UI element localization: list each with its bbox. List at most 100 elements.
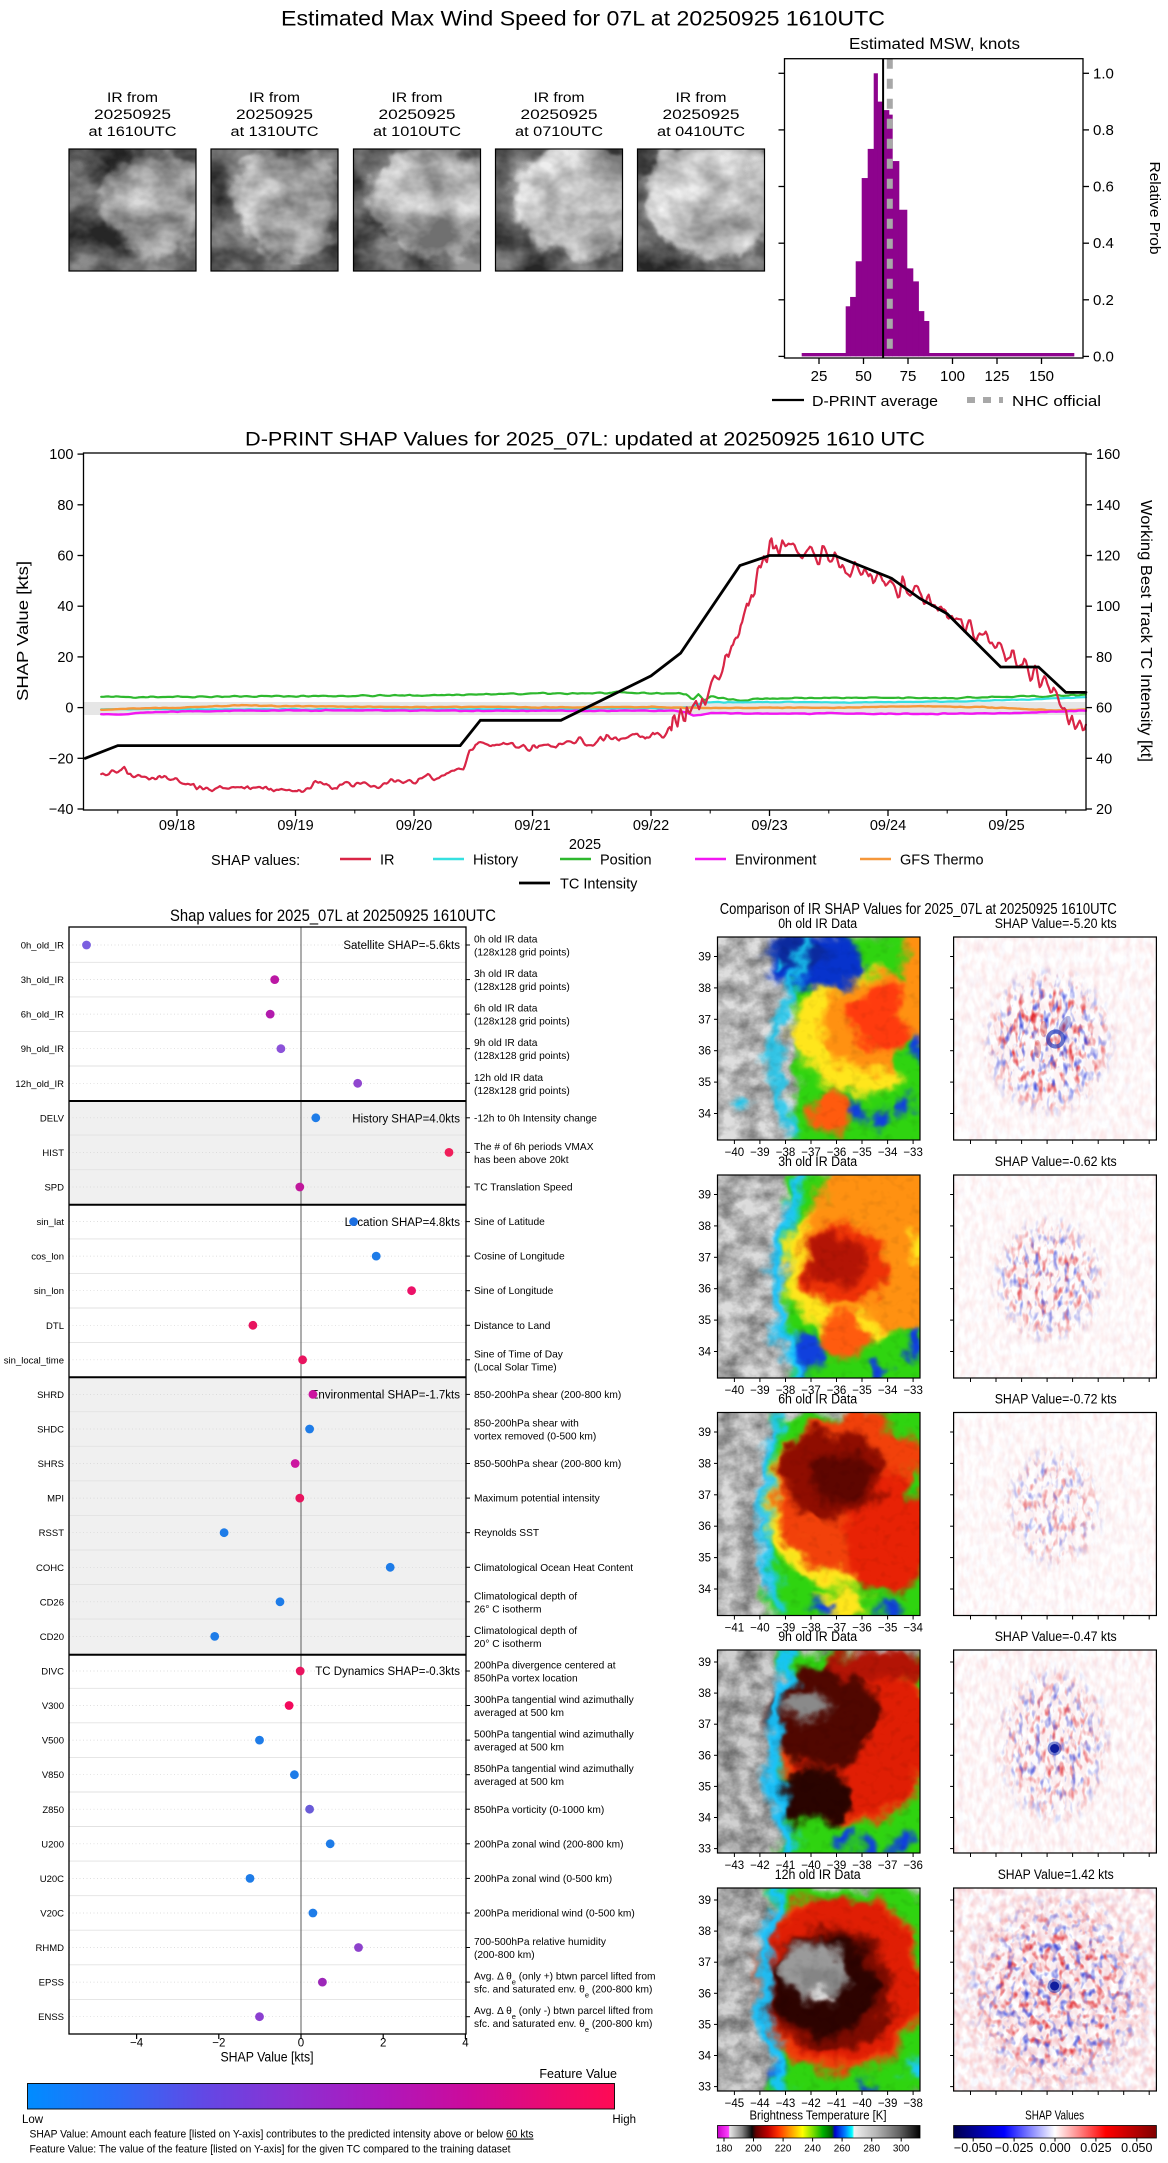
- svg-text:38: 38: [698, 1221, 711, 1233]
- svg-text:Low: Low: [22, 2114, 44, 2126]
- svg-text:Sine of Time of Day: Sine of Time of Day: [474, 1349, 564, 1360]
- svg-text:−38: −38: [852, 1860, 872, 1872]
- svg-text:850hPa vortex location: 850hPa vortex location: [474, 1674, 578, 1685]
- svg-text:35: 35: [698, 1553, 711, 1565]
- svg-text:SHAP Values: SHAP Values: [1025, 2108, 1084, 2123]
- svg-text:Environment: Environment: [735, 853, 816, 869]
- svg-text:09/20: 09/20: [396, 818, 432, 834]
- svg-text:−34: −34: [903, 1623, 923, 1635]
- svg-text:26° C isotherm: 26° C isotherm: [474, 1604, 542, 1615]
- svg-text:Shap values for 2025_07L at 20: Shap values for 2025_07L at 20250925 161…: [170, 906, 496, 925]
- svg-text:Estimated Max Wind Speed for 0: Estimated Max Wind Speed for 07L at 2025…: [281, 7, 885, 31]
- svg-text:6h old IR data: 6h old IR data: [474, 1004, 538, 1015]
- svg-text:−0.050: −0.050: [954, 2141, 993, 2155]
- svg-text:Location SHAP=4.8kts: Location SHAP=4.8kts: [345, 1217, 461, 1229]
- svg-text:220: 220: [775, 2144, 792, 2155]
- svg-text:0.0: 0.0: [1093, 348, 1114, 365]
- svg-text:−38: −38: [776, 1385, 796, 1397]
- svg-text:IR from: IR from: [107, 90, 158, 105]
- svg-text:GFS Thermo: GFS Thermo: [900, 853, 984, 869]
- svg-text:850hPa tangential wind azimuth: 850hPa tangential wind azimuthally: [474, 1764, 635, 1775]
- svg-text:0h old IR data: 0h old IR data: [474, 935, 538, 946]
- svg-text:200hPa zonal wind (200-800 km): 200hPa zonal wind (200-800 km): [474, 1839, 624, 1850]
- svg-text:(128x128 grid points): (128x128 grid points): [474, 1017, 570, 1028]
- svg-text:−40: −40: [750, 1623, 770, 1635]
- svg-text:−38: −38: [776, 1147, 796, 1159]
- svg-text:sin_lon: sin_lon: [34, 1286, 64, 1297]
- svg-text:60: 60: [57, 549, 73, 565]
- svg-text:60: 60: [1096, 701, 1112, 717]
- svg-text:−43: −43: [776, 2098, 796, 2110]
- svg-text:−37: −37: [801, 1385, 821, 1397]
- svg-text:CD20: CD20: [40, 1632, 64, 1643]
- svg-text:20: 20: [1096, 802, 1112, 818]
- svg-text:SHAP values:: SHAP values:: [211, 853, 300, 869]
- svg-text:at 0710UTC: at 0710UTC: [515, 124, 603, 139]
- svg-text:has been above 20kt: has been above 20kt: [474, 1155, 569, 1166]
- svg-text:averaged at 500 km: averaged at 500 km: [474, 1743, 564, 1754]
- svg-text:700-500hPa relative humidity: 700-500hPa relative humidity: [474, 1937, 607, 1948]
- svg-text:Avg. Δ θe (only -) btwn parcel: Avg. Δ θe (only -) btwn parcel lifted fr…: [474, 2006, 653, 2021]
- svg-text:−39: −39: [827, 1860, 847, 1872]
- svg-text:−39: −39: [878, 2098, 898, 2110]
- svg-text:39: 39: [698, 1427, 711, 1439]
- svg-text:2025: 2025: [569, 837, 601, 853]
- svg-text:−39: −39: [750, 1385, 770, 1397]
- svg-text:20250925: 20250925: [379, 107, 456, 122]
- svg-text:The # of 6h periods VMAX: The # of 6h periods VMAX: [474, 1142, 594, 1153]
- svg-text:−35: −35: [852, 1385, 872, 1397]
- svg-text:at 0410UTC: at 0410UTC: [657, 124, 745, 139]
- svg-text:Distance to Land: Distance to Land: [474, 1321, 551, 1332]
- svg-text:-12h to 0h Intensity change: -12h to 0h Intensity change: [474, 1113, 597, 1124]
- svg-text:37: 37: [698, 1252, 711, 1264]
- svg-text:Feature Value: Feature Value: [539, 2067, 617, 2081]
- svg-text:39: 39: [698, 1895, 711, 1907]
- svg-text:−42: −42: [750, 1860, 770, 1872]
- svg-text:−40: −40: [801, 1860, 821, 1872]
- svg-text:180: 180: [716, 2144, 733, 2155]
- svg-text:200hPa zonal wind (0-500 km): 200hPa zonal wind (0-500 km): [474, 1874, 612, 1885]
- svg-text:9h old IR Data: 9h old IR Data: [778, 1629, 857, 1644]
- svg-text:200hPa meridional wind (0-500: 200hPa meridional wind (0-500 km): [474, 1909, 635, 1920]
- svg-text:300: 300: [893, 2144, 910, 2155]
- svg-text:SHRD: SHRD: [37, 1390, 64, 1401]
- svg-text:SHDC: SHDC: [37, 1425, 64, 1436]
- svg-text:240: 240: [804, 2144, 821, 2155]
- svg-text:IR from: IR from: [534, 90, 585, 105]
- svg-text:100: 100: [940, 368, 965, 385]
- svg-text:Reynolds SST: Reynolds SST: [474, 1528, 539, 1539]
- svg-text:36: 36: [698, 1988, 711, 2000]
- svg-text:SHAP Value=-0.47 kts: SHAP Value=-0.47 kts: [995, 1629, 1117, 1644]
- svg-text:100: 100: [49, 447, 73, 463]
- svg-text:−4: −4: [130, 2038, 144, 2050]
- svg-text:Working Best Track TC Intensit: Working Best Track TC Intensity [kt]: [1137, 500, 1154, 762]
- svg-text:33: 33: [698, 1844, 711, 1856]
- svg-text:0h_old_IR: 0h_old_IR: [21, 941, 64, 952]
- svg-text:−20: −20: [49, 751, 74, 767]
- svg-text:09/24: 09/24: [870, 818, 906, 834]
- svg-text:−38: −38: [801, 1623, 821, 1635]
- svg-text:Position: Position: [600, 853, 652, 869]
- svg-text:DTL: DTL: [46, 1321, 64, 1332]
- svg-text:37: 37: [698, 1014, 711, 1026]
- svg-text:sfc. and saturated env. θe (20: sfc. and saturated env. θe (200-800 km): [474, 1985, 652, 2000]
- svg-text:sfc. and saturated env. θe (20: sfc. and saturated env. θe (200-800 km): [474, 2019, 652, 2034]
- svg-text:History SHAP=4.0kts: History SHAP=4.0kts: [352, 1114, 460, 1126]
- svg-text:DIVC: DIVC: [41, 1667, 64, 1678]
- svg-text:SHAP Value: Amount each featur: SHAP Value: Amount each feature [listed …: [30, 2129, 535, 2141]
- svg-text:Climatological depth of: Climatological depth of: [474, 1591, 577, 1602]
- svg-text:sin_lat: sin_lat: [37, 1217, 65, 1228]
- svg-text:−45: −45: [725, 2098, 745, 2110]
- svg-text:160: 160: [1096, 447, 1120, 463]
- svg-text:−39: −39: [776, 1623, 796, 1635]
- svg-text:DELV: DELV: [40, 1113, 65, 1124]
- svg-text:Feature Value: The value of th: Feature Value: The value of the feature …: [30, 2144, 511, 2156]
- svg-text:37: 37: [698, 1957, 711, 1969]
- svg-text:V300: V300: [42, 1701, 64, 1712]
- svg-text:100: 100: [1096, 599, 1120, 615]
- svg-text:EPSS: EPSS: [39, 1978, 64, 1989]
- svg-text:09/21: 09/21: [514, 818, 550, 834]
- svg-text:ENSS: ENSS: [38, 2012, 64, 2023]
- svg-text:D-PRINT average: D-PRINT average: [812, 394, 938, 410]
- svg-text:−34: −34: [878, 1147, 898, 1159]
